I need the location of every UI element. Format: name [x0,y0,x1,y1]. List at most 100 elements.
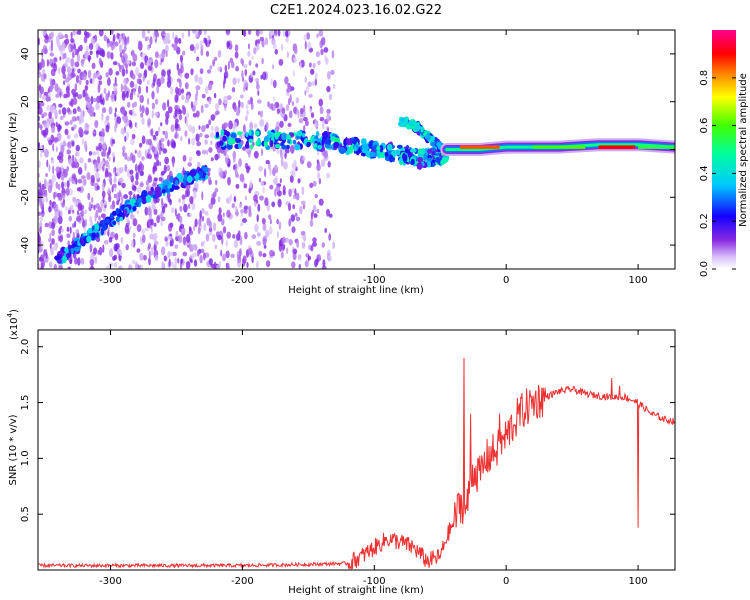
noise-cell [292,248,298,255]
noise-cell [272,79,277,89]
noise-cell [72,196,77,204]
noise-cell [61,65,66,75]
noise-cell [119,52,123,58]
noise-cell [244,195,247,201]
feature-cell [187,175,193,184]
noise-cell [316,208,320,214]
noise-cell [237,77,240,84]
noise-cell [178,113,183,121]
noise-cell [182,106,187,115]
noise-cell [94,256,98,264]
noise-cell [161,197,164,206]
noise-cell [85,79,89,86]
feature-cell [399,156,404,163]
noise-cell [163,164,167,174]
noise-cell [201,125,206,133]
noise-cell [57,32,63,38]
feature-cell [66,253,72,259]
noise-cell [150,228,154,233]
noise-cell [332,84,336,89]
noise-cell [275,126,280,131]
noise-cell [67,209,71,215]
noise-cell [175,230,179,238]
noise-cell [38,182,42,189]
feature-cell [306,141,311,148]
feature-cell [146,195,152,203]
noise-cell [162,130,166,135]
noise-cell [193,259,198,267]
noise-cell [204,210,208,215]
noise-cell [264,37,268,46]
noise-cell [139,142,143,148]
noise-cell [327,126,330,133]
noise-cell [278,239,282,247]
noise-cell [40,153,42,158]
noise-cell [195,30,199,38]
noise-cell [158,126,161,133]
feature-cell [142,199,147,205]
feature-cell [162,179,169,186]
noise-cell [59,56,62,61]
noise-cell [251,55,254,61]
noise-cell [114,175,117,183]
noise-cell [150,218,154,226]
feature-cell [296,130,303,137]
noise-cell [190,258,193,264]
noise-cell [125,131,129,140]
noise-cell [66,226,70,232]
noise-cell [92,98,97,103]
noise-cell [107,90,110,98]
noise-cell [139,182,144,188]
noise-cell [239,134,242,140]
noise-cell [105,72,109,78]
noise-cell [234,51,239,59]
noise-cell [207,69,211,74]
noise-cell [215,110,220,116]
noise-cell [297,109,300,119]
feature-cell [360,152,367,157]
noise-cell [88,43,94,50]
noise-cell [187,30,191,38]
feature-cell [425,133,431,141]
noise-cell [218,207,222,215]
noise-cell [41,195,45,205]
noise-cell [184,72,190,79]
noise-cell [69,226,72,234]
noise-cell [240,94,244,99]
noise-cell [232,150,237,160]
noise-cell [169,222,174,228]
noise-cell [225,250,230,259]
noise-cell [129,154,132,162]
feature-cell [91,232,97,239]
noise-cell [276,148,280,155]
noise-cell [269,167,272,176]
noise-cell [265,229,270,238]
noise-cell [247,150,251,158]
noise-cell [57,124,62,131]
noise-cell [284,30,289,37]
feature-cell [369,151,375,158]
noise-cell [101,182,105,191]
feature-cell [248,138,254,143]
noise-cell [316,159,319,164]
noise-cell [89,50,93,56]
feature-cell [255,140,259,147]
noise-cell [144,227,149,232]
noise-cell [226,231,231,239]
x-tick-label: 100 [629,576,648,587]
noise-cell [269,218,272,225]
noise-cell [66,180,70,189]
noise-cell [44,222,49,228]
noise-cell [314,72,318,81]
noise-cell [304,89,307,96]
noise-cell [90,219,93,228]
noise-cell [74,220,77,228]
noise-cell [112,138,116,145]
noise-cell [75,150,80,157]
noise-cell [320,36,326,46]
noise-cell [207,82,213,91]
noise-cell [63,142,67,147]
feature-cell [123,208,128,217]
noise-cell [245,104,249,110]
noise-cell [248,60,252,66]
